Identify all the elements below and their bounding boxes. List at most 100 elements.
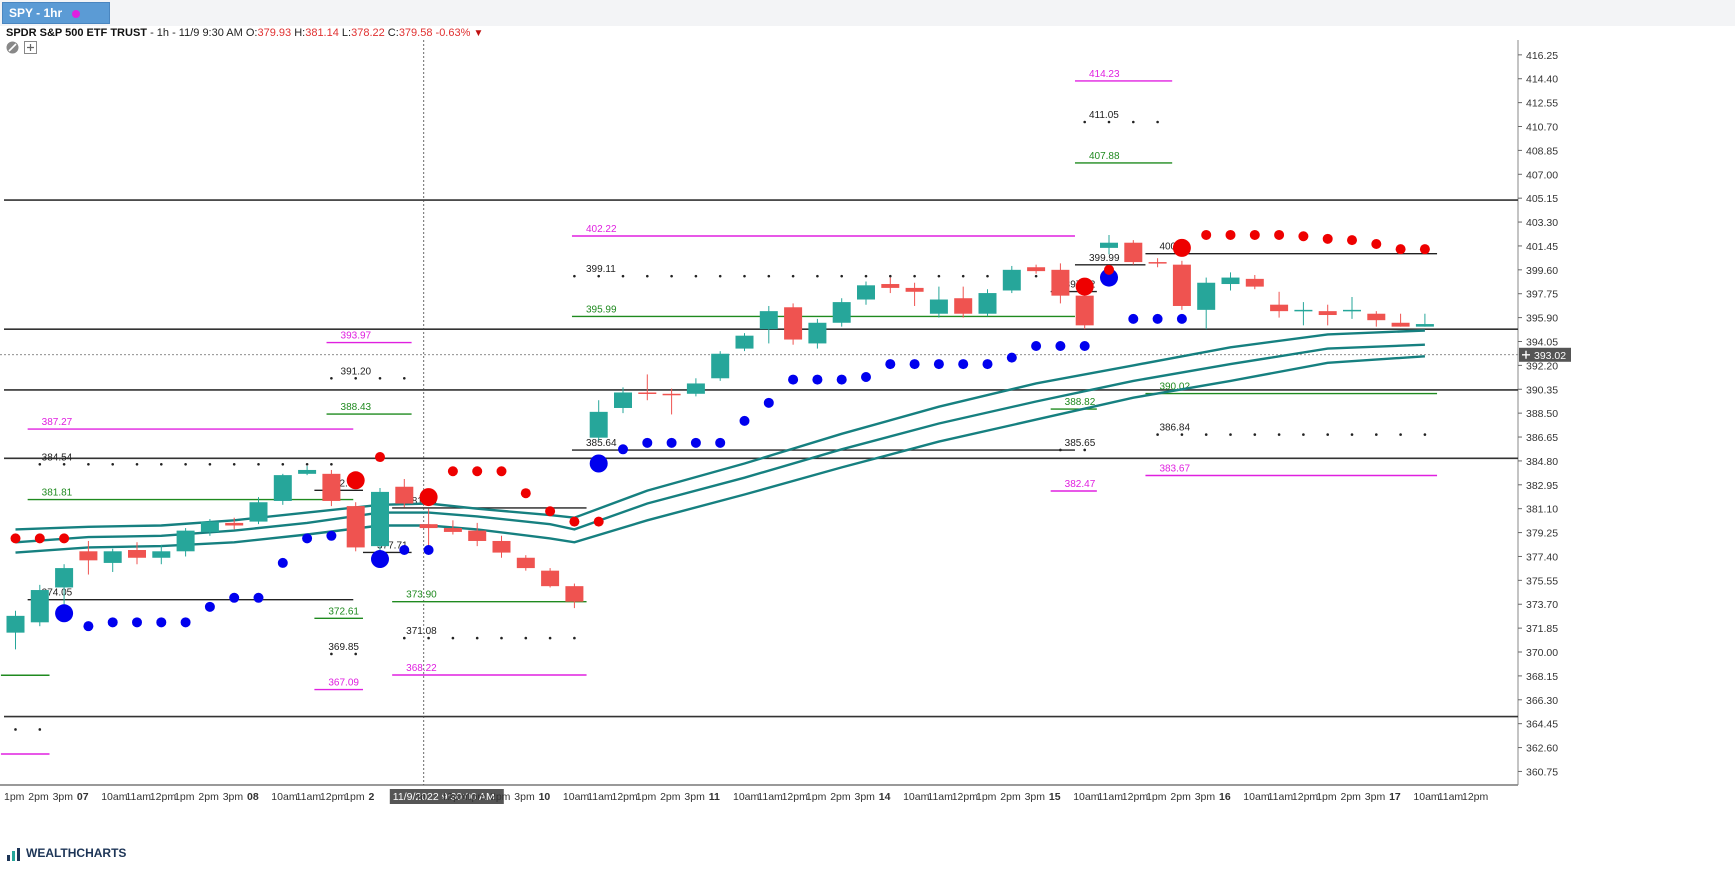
psar-red-dot — [1225, 229, 1236, 240]
candle-body — [1002, 269, 1021, 291]
settings-circle-icon[interactable] — [6, 41, 19, 54]
x-tick-label: 12pm — [1462, 791, 1489, 803]
x-tick-label: 1pm — [1316, 791, 1337, 803]
y-tick-label: 360.75 — [1526, 766, 1558, 778]
level-label: 411.05 — [1089, 110, 1119, 121]
candle-body — [541, 570, 560, 587]
x-tick-label: 11am — [927, 791, 953, 803]
psar-red-dot — [447, 466, 458, 477]
psar-blue-dot — [812, 374, 823, 385]
y-tick-label: 395.90 — [1526, 313, 1558, 325]
x-tick-label: 2pm — [28, 791, 49, 803]
candle-body — [30, 590, 49, 623]
level-dot — [1350, 433, 1354, 436]
candle-body — [249, 502, 268, 522]
level-dot — [864, 274, 868, 278]
level-dot — [548, 636, 552, 640]
level-dot — [38, 728, 42, 731]
psar-blue-dot — [958, 359, 969, 370]
y-tick-label: 407.00 — [1526, 169, 1558, 181]
x-tick-label: 1pm — [1146, 791, 1167, 803]
candle-body — [1367, 313, 1386, 321]
y-tick-label: 366.30 — [1526, 695, 1558, 707]
level-label: 391.20 — [341, 366, 372, 377]
level-dot — [1083, 448, 1086, 452]
psar-blue-dot — [132, 617, 142, 628]
candle-body — [103, 551, 122, 563]
candle-body — [419, 524, 438, 529]
y-tick-label: 382.95 — [1526, 480, 1558, 492]
psar-red-dot — [1298, 231, 1309, 242]
level-dot — [1034, 274, 1038, 278]
psar-blue-dot — [836, 374, 847, 385]
x-tick-label: 3pm — [1365, 791, 1386, 803]
level-label: 385.65 — [1065, 438, 1096, 449]
x-tick-label: 12pm — [1292, 791, 1319, 803]
level-dot — [816, 274, 819, 278]
candle-body — [759, 311, 778, 330]
level-dot — [1399, 433, 1402, 436]
y-tick-label: 392.20 — [1526, 360, 1558, 372]
candle-body — [905, 287, 924, 292]
level-label: 407.88 — [1089, 151, 1120, 162]
level-label: 372.61 — [328, 606, 359, 617]
level-dot — [986, 274, 989, 278]
level-label: 386.84 — [1159, 423, 1190, 434]
psar-blue-dot — [933, 359, 944, 370]
level-dot — [1059, 448, 1062, 452]
level-dot — [232, 462, 236, 466]
low-value: 378.22 — [351, 27, 385, 39]
psar-blue-dot — [229, 592, 240, 603]
level-dot — [208, 462, 212, 466]
candle-body — [443, 528, 462, 532]
level-label: 393.97 — [341, 331, 372, 342]
moving-average-line — [15, 355, 1425, 554]
price-chart[interactable]: 387.27 384.54 381.81 374.05 393.97 391.20 388.… — [0, 40, 1735, 889]
tab-spy-1hr[interactable]: SPY - 1hr — [2, 2, 110, 24]
psar-blue-dot — [1176, 313, 1187, 324]
candle-body — [1270, 304, 1289, 312]
candle-body — [954, 298, 973, 314]
candle-body — [1318, 311, 1337, 316]
psar-blue-dot — [642, 437, 653, 448]
y-tick-label: 412.55 — [1526, 98, 1558, 110]
level-label: 395.99 — [586, 304, 617, 315]
x-tick-label: 3pm — [223, 791, 244, 803]
y-tick-label: 386.65 — [1526, 432, 1558, 444]
level-label: 383.67 — [1159, 464, 1190, 475]
x-tick-label: 12pm — [320, 791, 347, 803]
level-label: 387.27 — [42, 417, 73, 428]
y-tick-label: 371.85 — [1526, 623, 1558, 635]
level-dot — [354, 376, 358, 380]
x-tick-label: 1pm — [174, 791, 195, 803]
y-tick-label: 390.35 — [1526, 384, 1558, 396]
x-tick-label: 10 — [539, 791, 551, 803]
candle-body — [881, 284, 900, 288]
candle-body — [492, 540, 511, 553]
candle-body — [395, 486, 414, 504]
level-label: 368.22 — [406, 663, 437, 674]
add-indicator-icon[interactable] — [24, 41, 37, 54]
psar-red-dot — [593, 516, 604, 527]
candle-body — [322, 473, 341, 501]
tab-bar: SPY - 1hr — [0, 0, 1735, 26]
level-dot — [87, 462, 90, 466]
level-label: 399.11 — [586, 264, 616, 275]
candle-body — [152, 551, 171, 558]
level-dot — [1326, 433, 1329, 436]
psar-red-dot — [1075, 277, 1094, 296]
level-dot — [427, 636, 430, 640]
x-tick-label: 11am — [757, 791, 783, 803]
x-axis-background — [0, 786, 1735, 889]
down-arrow-icon: ▼ — [473, 28, 484, 39]
psar-red-dot — [1322, 233, 1333, 244]
crosshair-date-label: 11/9/2022 9:30:00 AM — [393, 791, 495, 803]
psar-red-dot — [520, 488, 531, 499]
y-tick-label: 403.30 — [1526, 217, 1558, 229]
level-dot — [330, 462, 333, 466]
level-dot — [597, 274, 600, 278]
psar-red-dot — [1172, 238, 1191, 257]
psar-blue-dot — [861, 371, 871, 382]
x-tick-label: 2pm — [660, 791, 681, 803]
level-dot — [840, 274, 843, 278]
